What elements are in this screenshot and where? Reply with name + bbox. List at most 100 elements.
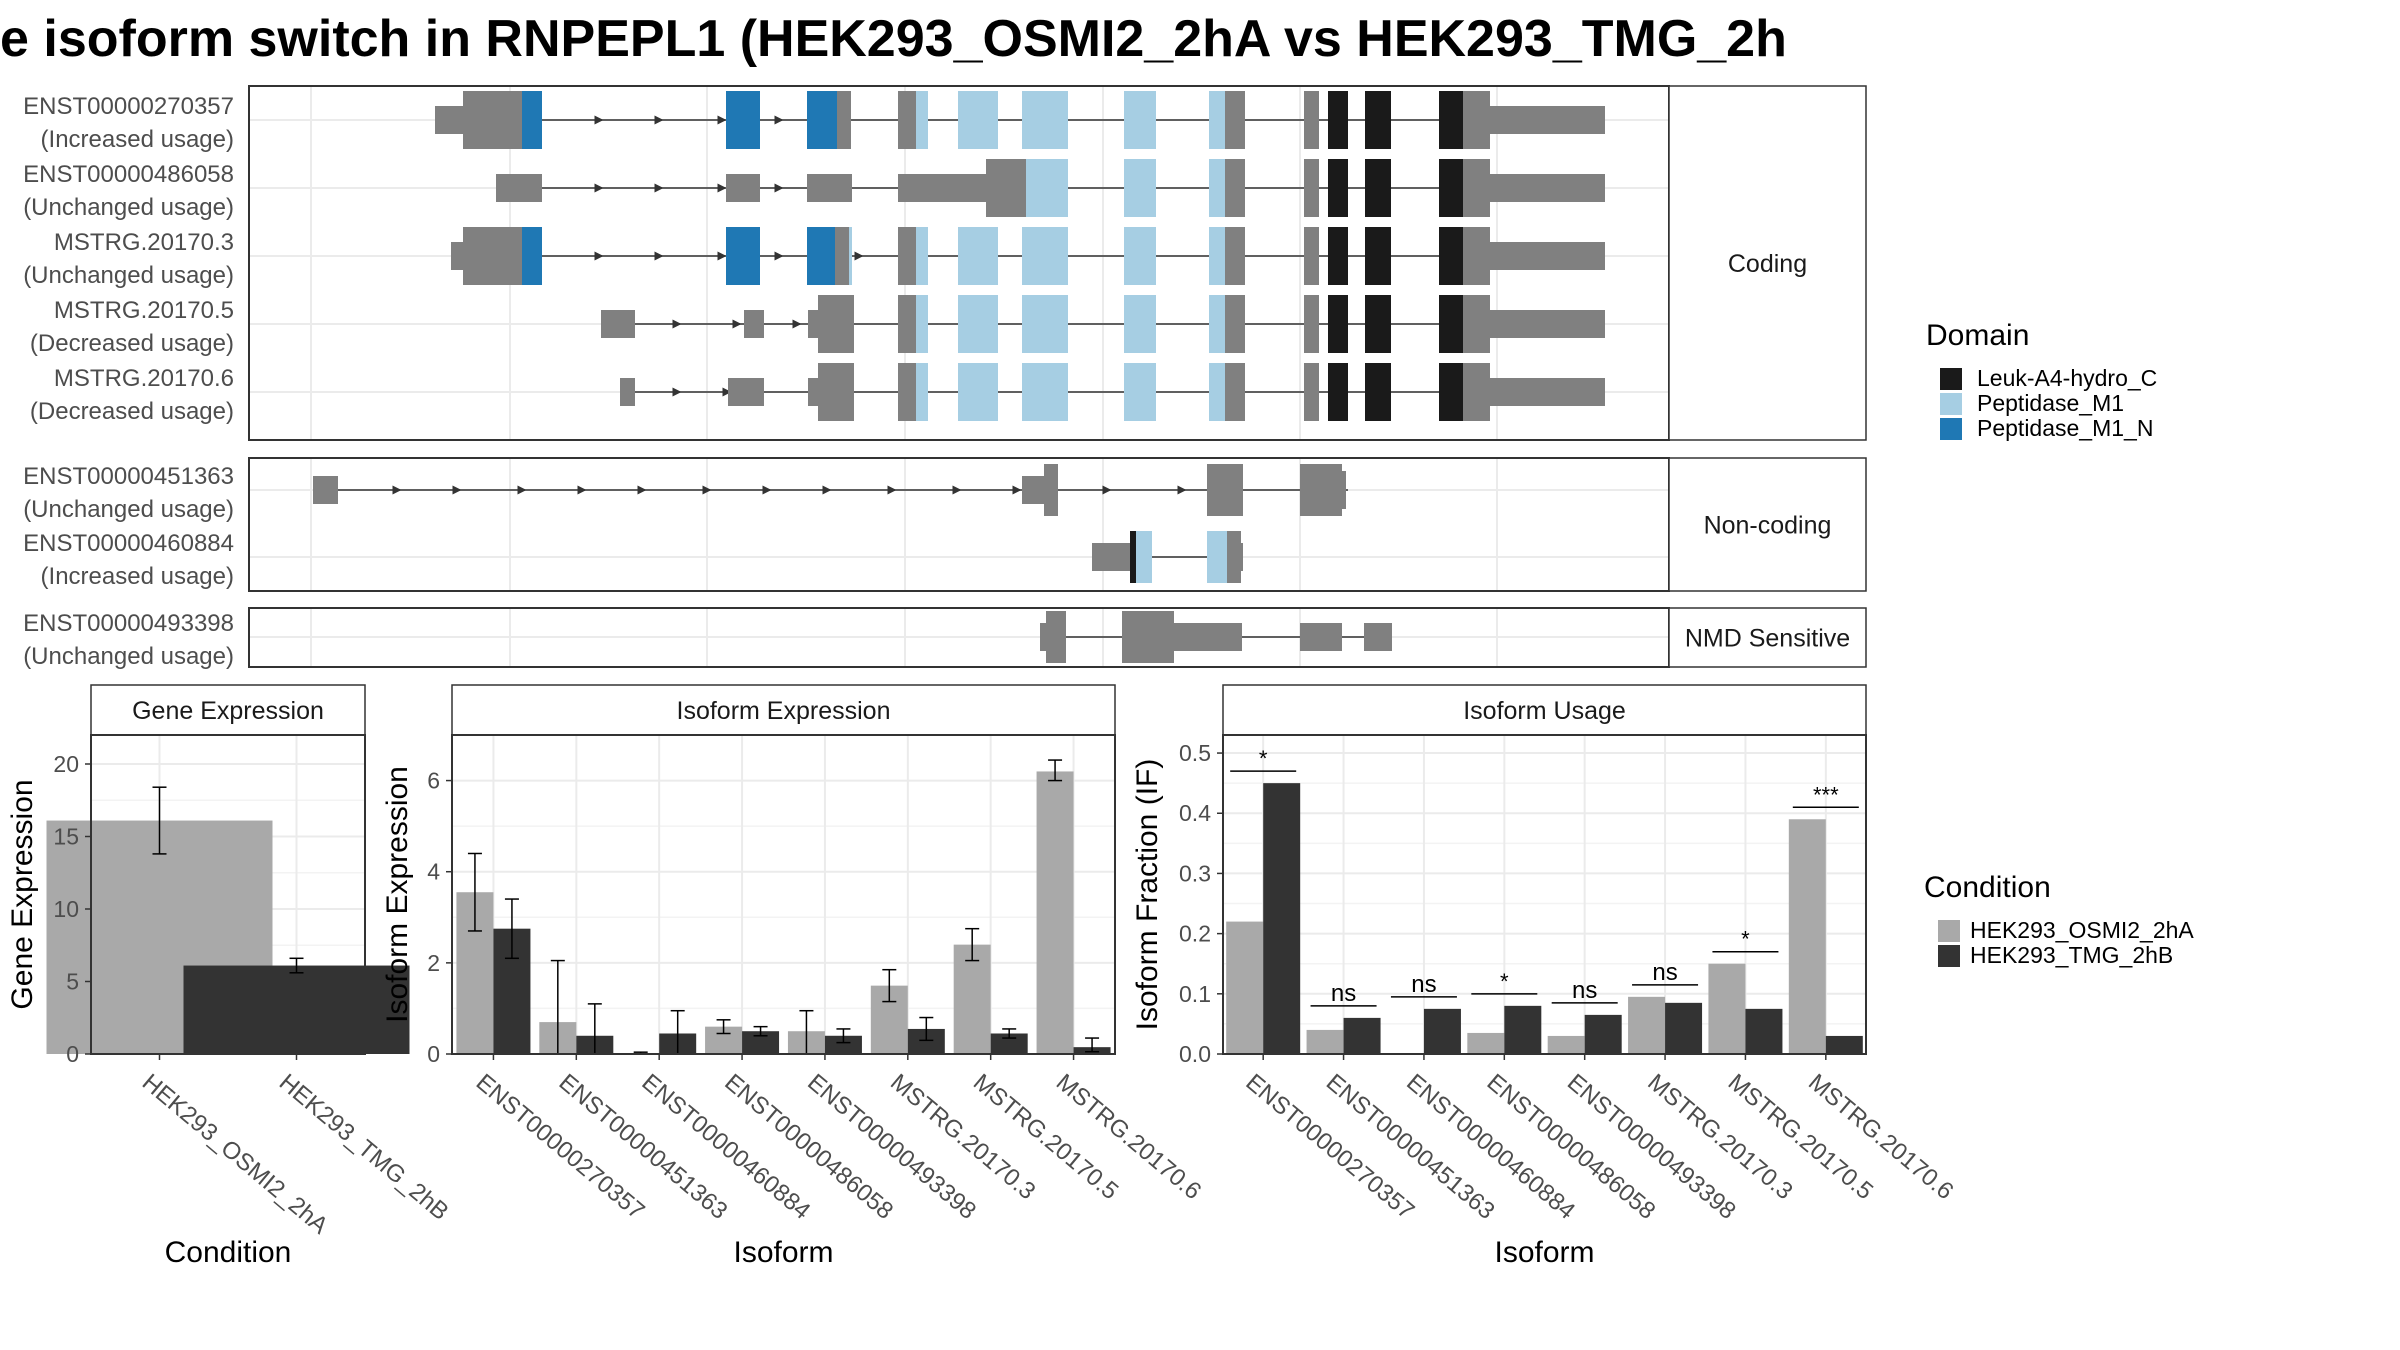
isoform-usage-label: (Unchanged usage) [23,194,234,221]
significance-label: ns [1572,977,1597,1004]
exon-block [807,91,837,149]
exon-block [849,227,852,285]
chart-panel-border [451,734,1116,1055]
exon-block [1304,363,1319,421]
exon-block [1365,159,1391,217]
exon-block [1124,227,1156,285]
isoform-usage-label: (Decreased usage) [30,330,234,357]
facet-label: Coding [1728,250,1807,278]
bar [1665,1002,1703,1054]
y-tick-label: 0 [427,1041,440,1067]
exon-block [1490,378,1605,406]
condition-legend: Condition HEK293_OSMI2_2hA HEK293_TMG_2h… [1924,871,2194,968]
bar [1584,1014,1622,1054]
exon-block [807,174,852,202]
exon-block [1439,363,1463,421]
exon-block [807,227,835,285]
x-tick-label: MSTRG.20170.5 [968,1069,1123,1205]
exon-block [1124,363,1156,421]
bar [1825,1035,1863,1054]
x-tick-label: MSTRG.20170.6 [1803,1069,1958,1205]
exon-block [1439,159,1463,217]
significance-label: ns [1331,980,1356,1007]
domain-legend-title: Domain [1926,319,2029,352]
y-tick-label: 0.2 [1179,921,1211,947]
exon-block [1328,91,1348,149]
legend-key-leuk [1940,368,1962,390]
legend-label-osmi: HEK293_OSMI2_2hA [1970,917,2194,943]
exon-block [1046,611,1066,663]
chart-strip [90,684,366,736]
exon-block [620,378,635,406]
exon-block [1463,363,1490,421]
chart-title: Isoform Usage [1463,697,1626,725]
bar [1547,1035,1585,1054]
exon-block [1490,174,1605,202]
exon-block [728,378,764,406]
exon-block [1044,464,1058,516]
y-tick-label: 2 [427,950,440,976]
isoform-label: ENST00000493398 [23,610,234,637]
exon-block [898,295,916,353]
exon-block [916,295,928,353]
exon-block [1490,310,1605,338]
exon-block [1124,159,1156,217]
legend-label-m1n: Peptidase_M1_N [1977,415,2153,441]
y-axis-label: Isoform Fraction (IF) [1131,759,1164,1031]
exon-block [958,363,998,421]
exon-block [1040,623,1046,651]
exon-block [808,378,818,406]
exon-block [1092,543,1134,571]
chart-panel [452,735,1115,1054]
isoform-usage-label: (Increased usage) [41,563,234,590]
exon-block [1225,159,1245,217]
bar [1504,1005,1542,1054]
y-tick-label: 0.1 [1179,981,1211,1007]
bar [1628,996,1666,1054]
significance-label: * [1741,927,1750,952]
y-tick-label: 0 [66,1041,79,1067]
y-tick-label: 0.0 [1179,1041,1211,1067]
facet-strip [1668,457,1867,592]
y-tick-label: 6 [427,768,440,794]
legend-key-m1 [1940,393,1962,415]
bar [824,1035,862,1054]
y-tick-label: 0.3 [1179,860,1211,886]
exon-block [313,476,338,504]
exon-block [958,227,998,285]
y-tick-label: 10 [53,896,79,922]
exon-block [1364,623,1392,651]
chart-title: Gene Expression [132,697,324,725]
chart-strip [451,684,1116,736]
bar [990,1033,1028,1054]
exon-block [1439,91,1463,149]
x-tick-label: MSTRG.20170.5 [1723,1069,1878,1205]
exon-block [1209,363,1225,421]
isoform-label: MSTRG.20170.6 [54,365,234,392]
bar [1036,771,1074,1054]
exon-block [958,91,998,149]
exon-block [1463,227,1490,285]
exon-block [451,242,463,270]
y-tick-label: 15 [53,824,79,850]
isoform-label: ENST00000486058 [23,161,234,188]
isoform-label: MSTRG.20170.5 [54,297,234,324]
exon-block [726,227,760,285]
exon-block [1490,106,1605,134]
exon-block [1227,531,1241,583]
exon-block [463,227,523,285]
isoform-usage-label: (Unchanged usage) [23,643,234,670]
exon-block [1124,295,1156,353]
exon-block [1022,295,1068,353]
chart-title: Isoform Expression [677,697,891,725]
exon-block [1225,295,1245,353]
bar [742,1031,780,1054]
x-axis-label: Isoform [733,1236,833,1269]
exon-block [958,295,998,353]
legend-label-tmg: HEK293_TMG_2hB [1970,942,2173,968]
x-axis-label: Isoform [1494,1236,1594,1269]
exon-block [1490,242,1605,270]
exon-block [435,106,467,134]
exon-block [522,227,542,285]
